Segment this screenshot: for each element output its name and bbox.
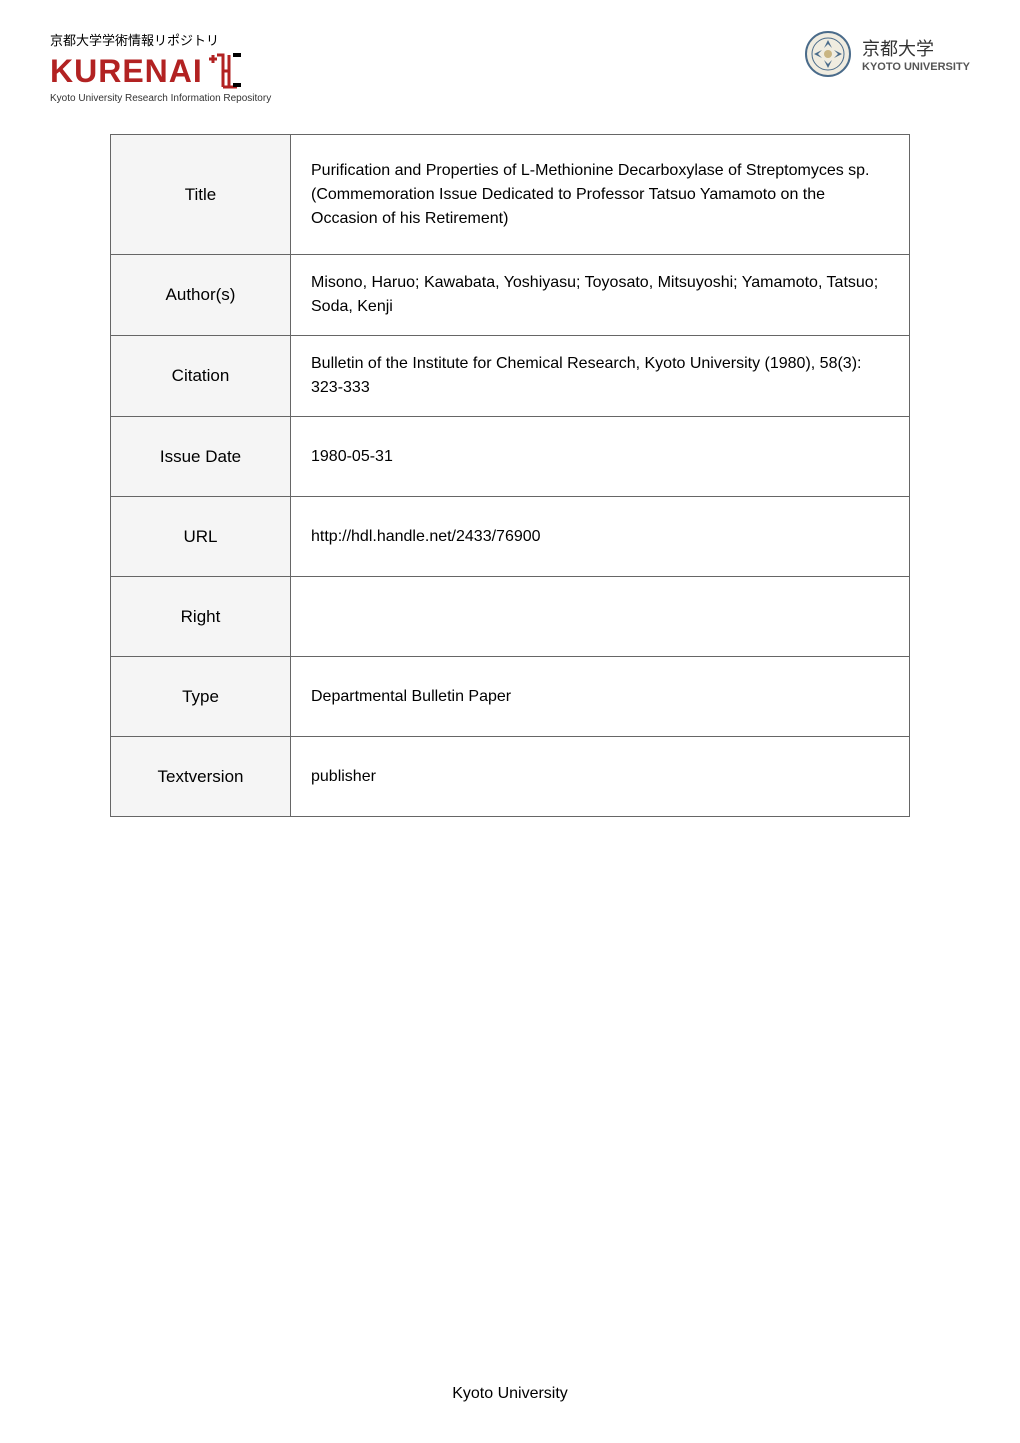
- value-citation: Bulletin of the Institute for Chemical R…: [291, 336, 910, 417]
- university-name-en: KYOTO UNIVERSITY: [862, 61, 970, 73]
- repo-name-en: Kyoto University Research Information Re…: [50, 93, 271, 104]
- table-row: Title Purification and Properties of L-M…: [111, 135, 910, 255]
- kurenai-logo-block: 京都大学学術情報リポジトリ KURENAI Kyoto University R…: [50, 30, 271, 104]
- value-type: Departmental Bulletin Paper: [291, 657, 910, 737]
- table-row: Issue Date 1980-05-31: [111, 417, 910, 497]
- value-url: http://hdl.handle.net/2433/76900: [291, 497, 910, 577]
- label-title: Title: [111, 135, 291, 255]
- value-authors: Misono, Haruo; Kawabata, Yoshiyasu; Toyo…: [291, 255, 910, 336]
- table-row: Citation Bulletin of the Institute for C…: [111, 336, 910, 417]
- value-issue-date: 1980-05-31: [291, 417, 910, 497]
- page-footer: Kyoto University: [0, 1385, 1020, 1403]
- university-name-jp: 京都大学: [862, 35, 970, 61]
- repo-name-jp: 京都大学学術情報リポジトリ: [50, 30, 271, 49]
- label-textversion: Textversion: [111, 737, 291, 817]
- label-type: Type: [111, 657, 291, 737]
- university-seal-icon: [804, 30, 852, 78]
- kurenai-symbol-icon: [207, 51, 243, 91]
- value-textversion: publisher: [291, 737, 910, 817]
- metadata-table: Title Purification and Properties of L-M…: [110, 134, 910, 817]
- university-logo-block: 京都大学 KYOTO UNIVERSITY: [804, 30, 970, 78]
- label-right: Right: [111, 577, 291, 657]
- table-row: Right: [111, 577, 910, 657]
- label-issue-date: Issue Date: [111, 417, 291, 497]
- kurenai-wordmark: KURENAI: [50, 53, 203, 90]
- table-row: Author(s) Misono, Haruo; Kawabata, Yoshi…: [111, 255, 910, 336]
- label-authors: Author(s): [111, 255, 291, 336]
- value-title: Purification and Properties of L-Methion…: [291, 135, 910, 255]
- table-row: URL http://hdl.handle.net/2433/76900: [111, 497, 910, 577]
- table-row: Type Departmental Bulletin Paper: [111, 657, 910, 737]
- kurenai-logo: KURENAI: [50, 51, 271, 91]
- university-name: 京都大学 KYOTO UNIVERSITY: [862, 35, 970, 73]
- page-header: 京都大学学術情報リポジトリ KURENAI Kyoto University R…: [0, 0, 1020, 124]
- label-citation: Citation: [111, 336, 291, 417]
- table-row: Textversion publisher: [111, 737, 910, 817]
- value-right: [291, 577, 910, 657]
- label-url: URL: [111, 497, 291, 577]
